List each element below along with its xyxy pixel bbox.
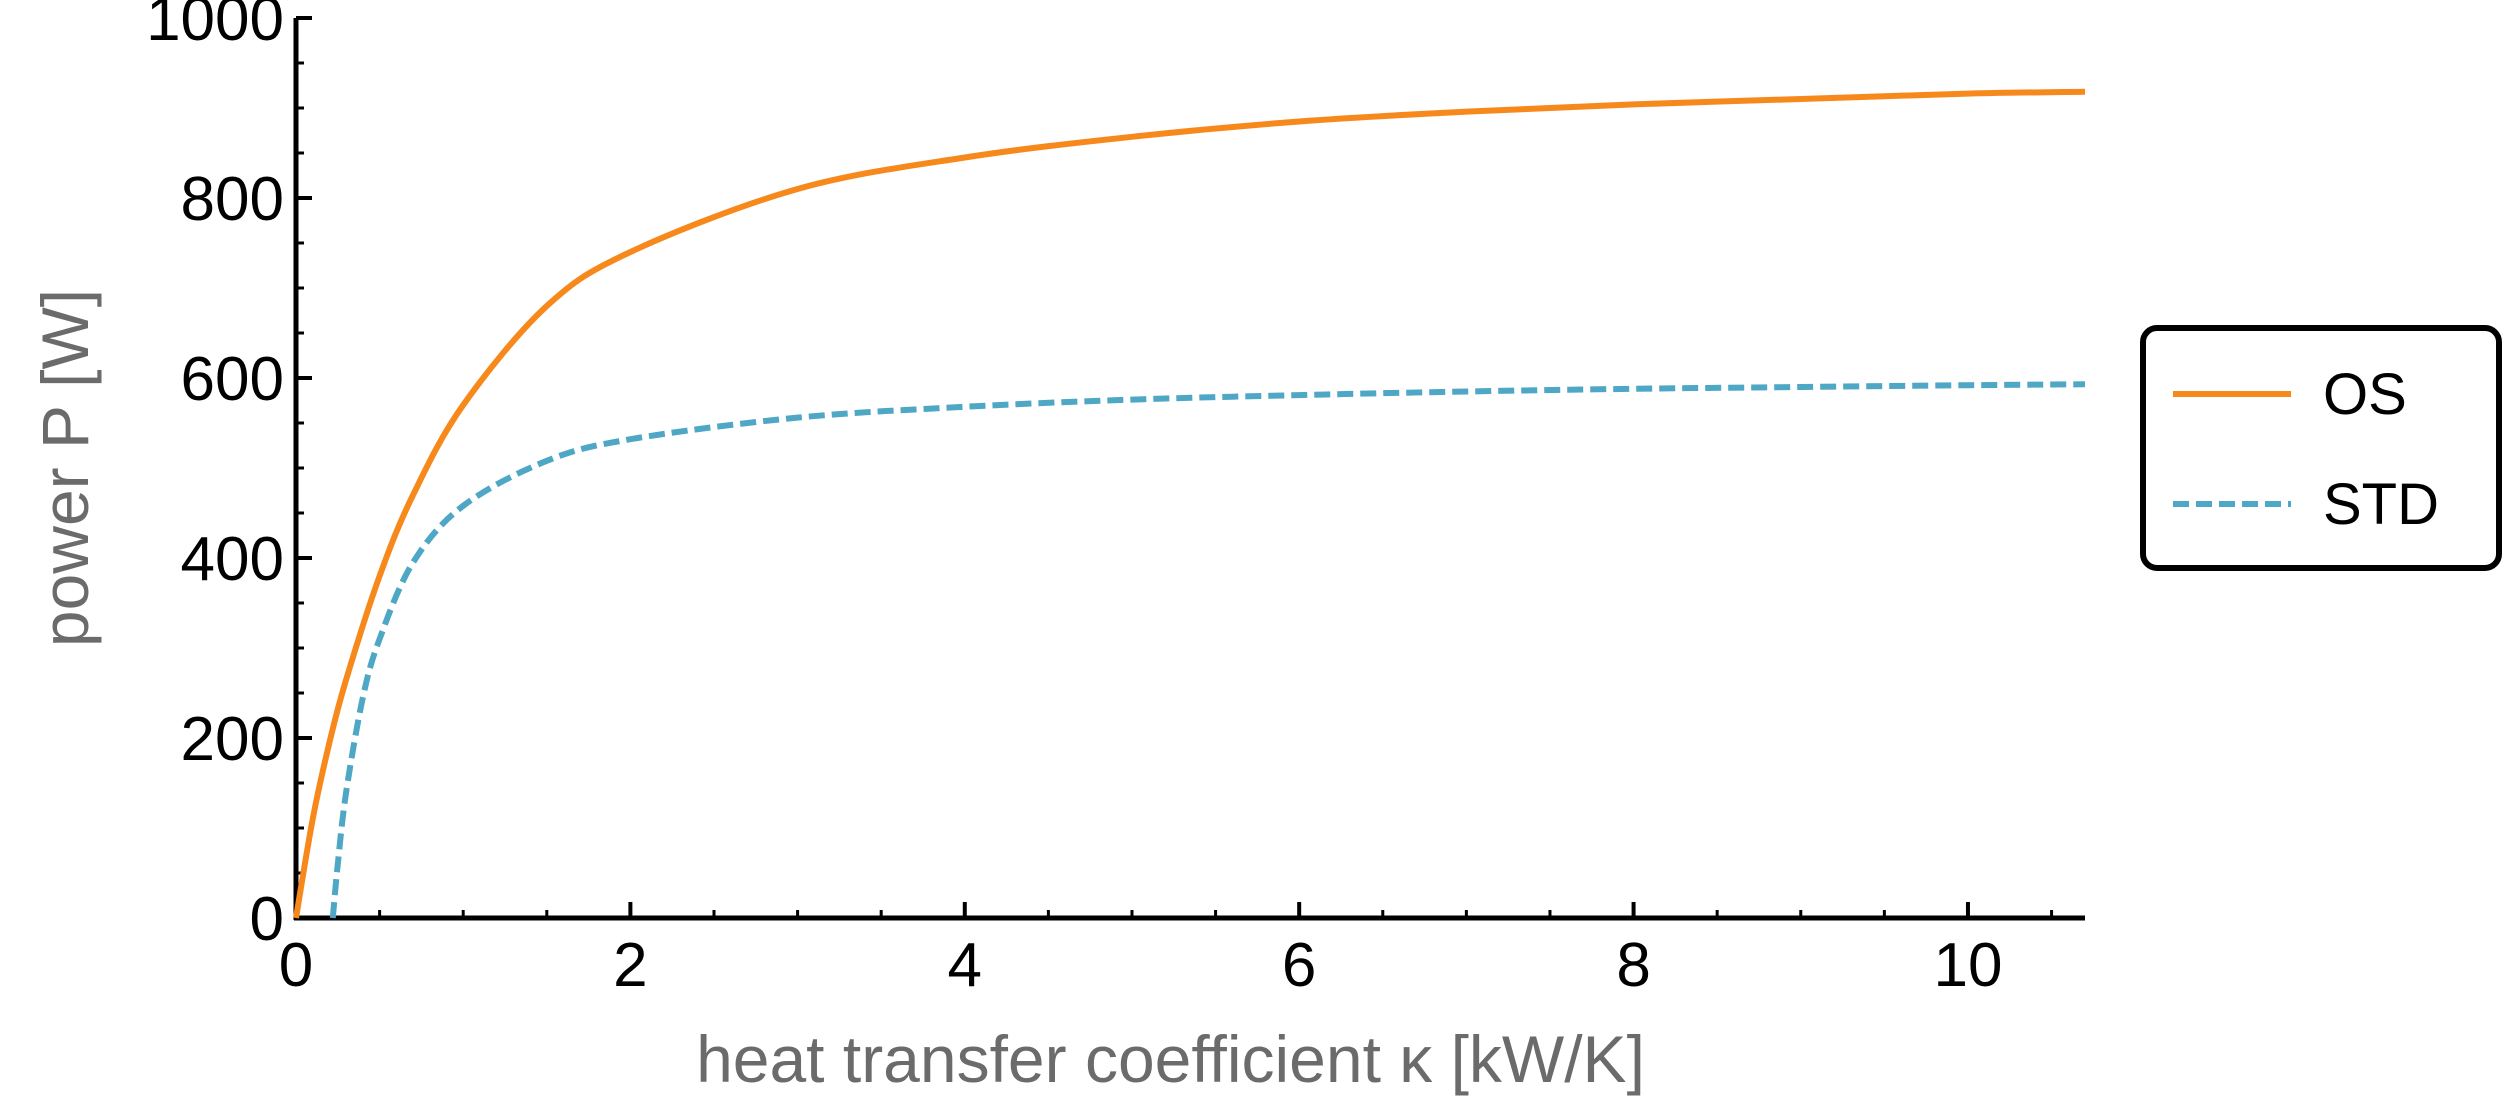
axes: 0 2 4 6 8 10 0 200 400 600 800 1000 heat transfer co… xyxy=(28,0,2085,1096)
series-line-std xyxy=(329,381,2086,919)
legend-label-os: OS xyxy=(2323,362,2407,427)
x-tick-label: 6 xyxy=(1282,931,1316,1000)
y-tick-label: 0 xyxy=(250,885,284,954)
x-tick-label: 2 xyxy=(613,931,647,1000)
series-group xyxy=(293,88,2086,919)
y-tick-label: 600 xyxy=(181,345,284,414)
x-tick-label: 0 xyxy=(279,931,313,1000)
x-axis-title: heat transfer coefficient κ [kW/K] xyxy=(696,1022,1645,1096)
x-tick-label: 10 xyxy=(1933,931,2002,1000)
legend-box xyxy=(2140,325,2502,571)
y-tick-label: 800 xyxy=(181,165,284,234)
legend: OS STD xyxy=(2140,325,2502,571)
x-tick-label: 4 xyxy=(948,931,982,1000)
y-axis-title: power P [W] xyxy=(28,289,102,647)
x-tick-label: 8 xyxy=(1616,931,1650,1000)
legend-label-std: STD xyxy=(2323,472,2439,537)
y-tick-label: 200 xyxy=(181,705,284,774)
y-tick-label: 400 xyxy=(181,525,284,594)
y-tick-label: 1000 xyxy=(146,0,284,54)
series-line-os xyxy=(293,88,2086,919)
